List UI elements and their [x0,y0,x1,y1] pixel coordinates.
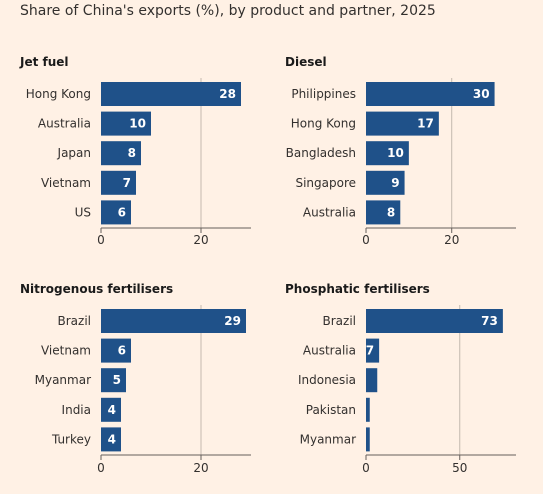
panel-title: Jet fuel [19,55,69,69]
value-label: 4 [108,432,116,446]
bar-australia [101,111,151,136]
bar-pakistan [366,397,370,422]
value-label: 30 [473,87,490,101]
value-label: 8 [128,146,136,160]
value-label: 10 [129,117,146,131]
value-label: 5 [113,373,121,387]
bar-myanmar [366,427,370,452]
value-label: 29 [224,314,241,328]
category-label: Vietnam [41,344,91,358]
value-label: 73 [481,314,498,328]
category-label: Turkey [51,432,91,446]
bar-australia [366,200,401,225]
tick-label: 0 [97,233,105,247]
category-label: Indonesia [298,373,356,387]
tick-label: 20 [193,461,208,475]
bar-vietnam [101,338,131,363]
category-label: Brazil [58,314,92,328]
tick-label: 50 [452,461,467,475]
panel-title: Nitrogenous fertilisers [20,282,173,296]
category-label: India [62,403,91,417]
value-label: 7 [123,176,131,190]
category-label: Australia [303,205,356,219]
value-label: 6 [118,205,126,219]
category-label: Australia [303,344,356,358]
bar-brazil [101,309,246,333]
value-label: 8 [387,205,395,219]
bar-india [101,397,121,422]
category-label: Brazil [323,314,357,328]
value-label: 17 [417,117,434,131]
chart-title: Share of China's exports (%), by product… [20,3,436,19]
bar-philippines [366,82,495,106]
category-label: Hong Kong [291,117,356,131]
category-label: Japan [57,146,91,160]
bar-us [101,200,131,225]
bar-turkey [101,427,121,452]
value-label: 9 [391,176,399,190]
bar-vietnam [101,170,136,195]
value-label: 7 [366,344,374,358]
category-label: Myanmar [300,432,356,446]
panel-title: Diesel [285,55,327,69]
bar-myanmar [101,368,126,393]
value-label: 4 [108,403,116,417]
bar-hong-kong [101,82,241,106]
category-label: Hong Kong [26,87,91,101]
bar-brazil [366,309,503,333]
category-label: Australia [38,117,91,131]
bar-australia [366,338,380,363]
tick-label: 0 [97,461,105,475]
tick-label: 0 [362,461,370,475]
value-label: 28 [219,87,236,101]
panel-title: Phosphatic fertilisers [285,282,430,296]
tick-label: 0 [362,233,370,247]
value-label: 6 [118,344,126,358]
tick-label: 20 [193,233,208,247]
bar-singapore [366,170,405,195]
tick-label: 20 [444,233,459,247]
category-label: Pakistan [306,403,356,417]
value-label: 10 [387,146,404,160]
bar-hong-kong [366,111,439,136]
bar-japan [101,141,141,166]
category-label: Vietnam [41,176,91,190]
category-label: Singapore [295,176,356,190]
category-label: Myanmar [35,373,91,387]
category-label: Bangladesh [286,146,356,160]
category-label: Philippines [291,87,356,101]
bar-bangladesh [366,141,409,166]
category-label: US [75,205,91,219]
bar-indonesia [366,368,378,393]
